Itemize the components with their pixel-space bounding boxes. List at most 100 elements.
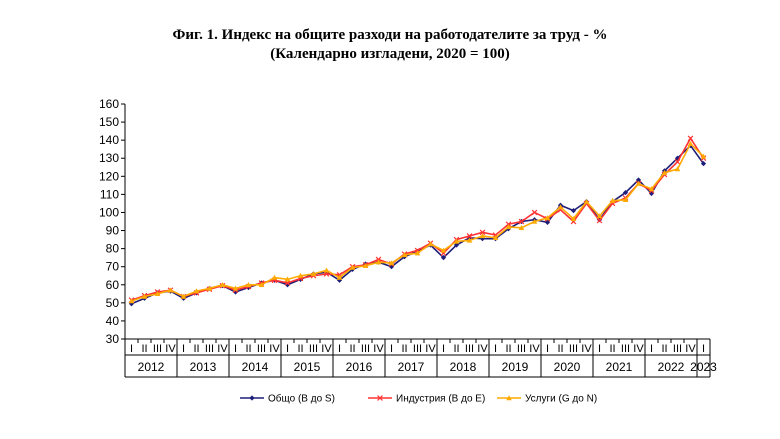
series-layer bbox=[128, 135, 707, 307]
data-point bbox=[544, 215, 551, 221]
series-line bbox=[131, 142, 705, 302]
x-quarter-label: IV bbox=[373, 343, 384, 355]
y-tick-label: 80 bbox=[106, 242, 120, 256]
data-point bbox=[440, 255, 447, 261]
data-point bbox=[453, 238, 460, 244]
x-quarter-label: I bbox=[286, 343, 289, 355]
legend-label: Услуги (G до N) bbox=[525, 394, 597, 405]
x-quarter-label: IV bbox=[477, 343, 488, 355]
legend-marker bbox=[249, 395, 255, 401]
x-quarter-label: I bbox=[494, 343, 497, 355]
data-point bbox=[375, 259, 382, 265]
x-quarter-label: IV bbox=[165, 343, 176, 355]
x-quarter-label: I bbox=[130, 343, 133, 355]
data-point bbox=[232, 285, 239, 291]
data-point bbox=[531, 209, 538, 216]
x-year-label: 2012 bbox=[138, 360, 165, 374]
series-1 bbox=[128, 142, 707, 307]
x-year-label: 2021 bbox=[606, 360, 633, 374]
data-point bbox=[531, 218, 538, 224]
data-point bbox=[349, 264, 356, 270]
data-point bbox=[297, 272, 304, 278]
legend: Общо (B до S) Индустрия (B до E) Услуги (G… bbox=[240, 393, 597, 405]
x-quarter-label: III bbox=[621, 343, 630, 355]
x-quarter-label: IV bbox=[425, 343, 436, 355]
x-year-label: 2022 bbox=[658, 360, 685, 374]
y-tick-label: 50 bbox=[106, 296, 120, 310]
data-point bbox=[518, 225, 525, 231]
data-point bbox=[570, 208, 577, 214]
x-quarter-label: III bbox=[413, 343, 422, 355]
data-point bbox=[479, 233, 486, 239]
y-tick-label: 120 bbox=[99, 169, 119, 183]
x-quarter-label: III bbox=[205, 343, 214, 355]
data-point bbox=[622, 197, 629, 203]
data-point bbox=[570, 215, 577, 221]
data-point bbox=[674, 159, 681, 165]
x-year-label: 2020 bbox=[554, 360, 581, 374]
data-point bbox=[128, 298, 135, 304]
data-point bbox=[362, 262, 369, 268]
data-point bbox=[323, 267, 330, 273]
x-quarter-label: III bbox=[465, 343, 474, 355]
x-quarter-label: IV bbox=[269, 343, 280, 355]
data-point bbox=[206, 285, 213, 291]
data-point bbox=[609, 197, 616, 203]
y-tick-label: 60 bbox=[106, 278, 120, 292]
series-line bbox=[131, 136, 705, 301]
x-quarter-label: I bbox=[650, 343, 653, 355]
x-quarter-label: I bbox=[234, 343, 237, 355]
chart-title: Фиг. 1. Индекс на общите разходи на рабо… bbox=[172, 27, 608, 43]
data-point bbox=[700, 161, 707, 167]
x-quarter-label: IV bbox=[685, 343, 696, 355]
x-quarter-label: III bbox=[257, 343, 266, 355]
x-quarter-label: I bbox=[598, 343, 601, 355]
x-quarter-label: I bbox=[546, 343, 549, 355]
data-point bbox=[219, 281, 226, 287]
y-tick-label: 130 bbox=[99, 151, 119, 165]
legend-item: Общо (B до S) bbox=[240, 393, 335, 405]
x-quarter-label: II bbox=[557, 343, 563, 355]
data-point bbox=[635, 180, 642, 186]
legend-item: Индустрия (B до E) bbox=[368, 394, 485, 405]
x-quarter-label: IV bbox=[633, 343, 644, 355]
data-point bbox=[492, 234, 499, 240]
x-quarter-label: II bbox=[609, 343, 615, 355]
y-tick-label: 100 bbox=[99, 205, 119, 219]
data-point bbox=[466, 233, 473, 239]
data-point bbox=[427, 241, 434, 247]
x-quarter-label: II bbox=[401, 343, 407, 355]
data-point bbox=[700, 153, 707, 159]
x-quarter-label: I bbox=[338, 343, 341, 355]
data-point bbox=[414, 250, 421, 256]
x-quarter-label: II bbox=[141, 343, 147, 355]
y-axis: 30 40 50 60 70 80 90 100 110 120 130 140 150 160 bbox=[99, 97, 126, 346]
data-point bbox=[661, 169, 668, 175]
legend-label: Индустрия (B до E) bbox=[396, 394, 485, 405]
data-point bbox=[310, 271, 317, 277]
data-point bbox=[180, 293, 187, 299]
x-quarter-label: II bbox=[245, 343, 251, 355]
x-year-label: 2013 bbox=[190, 360, 217, 374]
data-point bbox=[518, 218, 525, 225]
x-quarter-label: III bbox=[569, 343, 578, 355]
series-3 bbox=[128, 140, 707, 304]
x-quarter-label: I bbox=[390, 343, 393, 355]
x-quarter-label: III bbox=[309, 343, 318, 355]
data-point bbox=[154, 291, 161, 297]
data-point bbox=[583, 198, 590, 204]
data-point bbox=[687, 140, 694, 146]
x-quarter-label: II bbox=[297, 343, 303, 355]
x-quarter-label: IV bbox=[217, 343, 228, 355]
x-quarter-label: IV bbox=[529, 343, 540, 355]
x-year-label: 2015 bbox=[294, 360, 321, 374]
x-quarter-label: I bbox=[702, 343, 705, 355]
legend-marker bbox=[506, 395, 512, 401]
data-point bbox=[336, 274, 343, 280]
data-point bbox=[557, 204, 564, 210]
legend-item: Услуги (G до N) bbox=[497, 394, 597, 405]
data-point bbox=[401, 252, 408, 258]
data-point bbox=[635, 177, 642, 183]
data-point bbox=[193, 288, 200, 294]
series-2 bbox=[128, 135, 707, 303]
